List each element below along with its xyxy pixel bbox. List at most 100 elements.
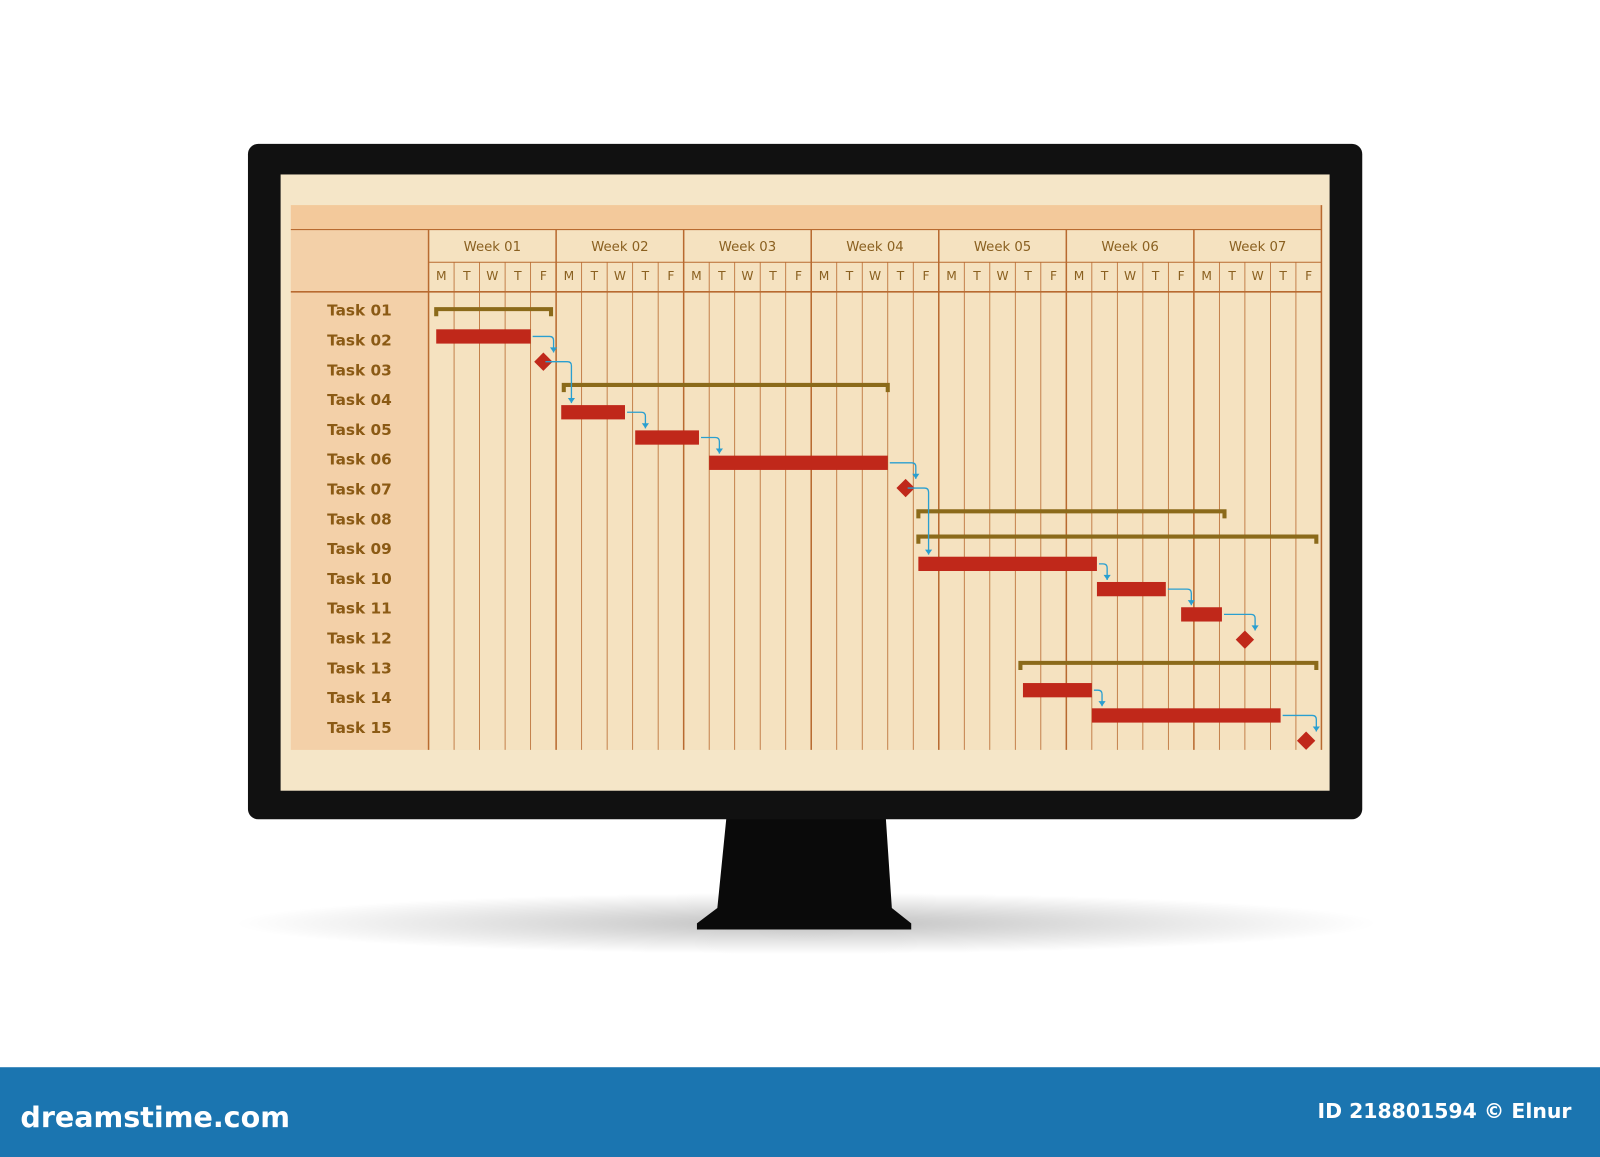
day-label: T	[1227, 269, 1236, 283]
task-bar	[709, 455, 888, 470]
task-label: Task 04	[327, 391, 392, 409]
day-label: T	[1023, 269, 1032, 283]
task-label: Task 15	[327, 719, 392, 737]
timeline	[428, 229, 1322, 750]
day-label: F	[1050, 269, 1057, 283]
day-label: W	[1124, 269, 1136, 283]
week-label: Week 03	[719, 240, 776, 255]
dependency-link	[532, 335, 555, 353]
header-band	[290, 205, 1322, 230]
link-arrow	[641, 423, 649, 429]
day-label: M	[819, 269, 830, 283]
link-arrow	[1251, 625, 1259, 631]
week-label: Week 04	[846, 240, 903, 255]
summary-bar	[561, 382, 890, 393]
dependency-link	[1282, 714, 1317, 732]
day-label: T	[1278, 269, 1287, 283]
week-label: Week 05	[974, 240, 1031, 255]
link-arrow	[715, 448, 723, 454]
dependency-link	[907, 487, 930, 555]
credit: ID 218801594 © Elnur	[1318, 1099, 1572, 1123]
week-label: Week 01	[464, 240, 521, 255]
summary-bar	[434, 307, 554, 317]
task-bar	[561, 405, 625, 420]
dependency-link	[1167, 588, 1192, 606]
dependency-link	[1093, 689, 1103, 707]
milestone	[896, 478, 915, 498]
day-label: M	[691, 269, 702, 283]
day-label: W	[996, 269, 1008, 283]
day-label: M	[564, 269, 575, 283]
day-label: T	[513, 269, 522, 283]
day-label: F	[667, 269, 674, 283]
day-label: T	[717, 269, 726, 283]
day-label: W	[869, 269, 881, 283]
task-bar	[635, 430, 699, 445]
monitor-stand	[696, 816, 912, 930]
day-label: M	[1201, 269, 1212, 283]
task-label: Task 11	[327, 600, 392, 618]
day-label: M	[946, 269, 957, 283]
day-label: F	[795, 269, 802, 283]
day-label: T	[462, 269, 471, 283]
day-label: W	[1252, 269, 1264, 283]
dependency-link	[889, 462, 917, 479]
milestone	[534, 352, 553, 371]
task-label: Task 10	[327, 570, 392, 588]
day-label: T	[1100, 269, 1109, 283]
link-arrow	[550, 347, 558, 353]
day-label: T	[896, 269, 905, 283]
task-column	[290, 229, 429, 750]
link-arrow	[1312, 726, 1320, 732]
day-label: F	[1178, 269, 1185, 283]
task-bar	[436, 329, 531, 344]
link-arrow	[567, 397, 575, 404]
dependency-link	[627, 411, 647, 429]
dependency-link	[545, 361, 573, 404]
task-label: Task 07	[327, 481, 392, 499]
week-label: Week 02	[591, 240, 648, 255]
day-label: T	[972, 269, 981, 283]
dependency-link	[1098, 563, 1108, 580]
link-arrow	[1103, 574, 1111, 580]
week-label: Week 06	[1101, 240, 1158, 255]
day-label: T	[768, 269, 777, 283]
link-arrow	[925, 549, 933, 555]
task-bar	[1022, 683, 1092, 698]
day-label: F	[1305, 269, 1312, 283]
week-label: Week 07	[1229, 240, 1286, 255]
task-bar	[1096, 581, 1166, 597]
task-bar	[1181, 607, 1222, 622]
brand: dreamstime.com	[20, 1100, 290, 1134]
day-label: T	[641, 269, 650, 283]
day-label: T	[1151, 269, 1160, 283]
milestone	[1235, 630, 1255, 649]
link-arrow	[1098, 701, 1106, 707]
day-label: T	[845, 269, 854, 283]
footer-bar	[0, 1067, 1600, 1157]
day-label: W	[486, 269, 498, 283]
day-label: T	[590, 269, 599, 283]
summary-bar	[916, 534, 1319, 544]
task-label: Task 03	[327, 361, 392, 379]
task-bar	[918, 556, 1097, 571]
task-label: Task 08	[327, 510, 392, 528]
day-label: F	[540, 269, 547, 283]
dependency-link	[701, 436, 721, 454]
day-label: W	[741, 269, 753, 283]
summary-bar	[916, 509, 1227, 519]
task-label: Task 01	[327, 302, 392, 320]
task-label: Task 14	[327, 689, 392, 707]
task-label: Task 12	[327, 630, 392, 648]
task-label: Task 09	[327, 540, 392, 558]
link-arrow	[1187, 600, 1195, 606]
task-label: Task 05	[327, 421, 392, 439]
task-label: Task 13	[327, 659, 392, 677]
summary-bar	[1018, 660, 1319, 671]
day-label: M	[1074, 269, 1085, 283]
day-label: W	[614, 269, 626, 283]
task-bar	[1091, 708, 1281, 723]
task-label: Task 06	[327, 451, 392, 469]
